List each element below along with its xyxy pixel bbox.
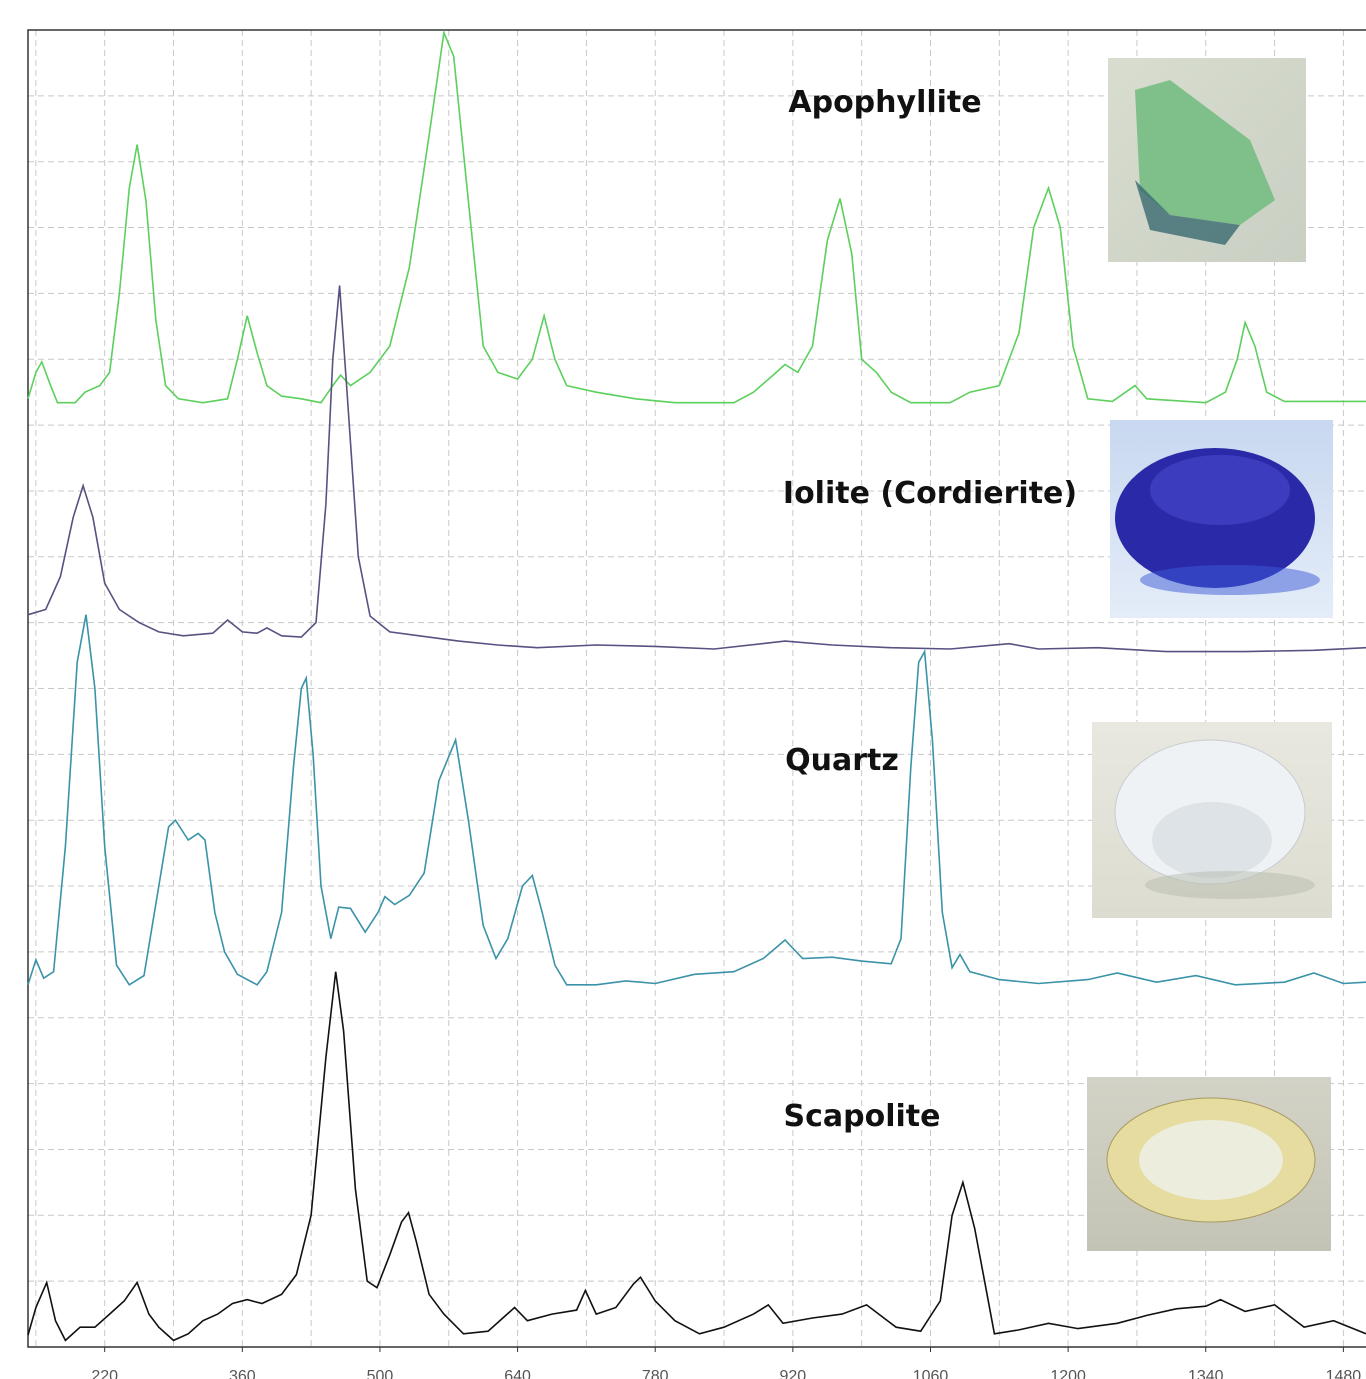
photo-apophyllite [1108,58,1306,262]
series-label: Apophyllite [788,85,981,120]
series-label: Scapolite [784,1099,941,1134]
x-tick-label: 1060 [913,1368,949,1379]
photo-iolite [1110,420,1333,618]
x-tick-label: 220 [91,1368,118,1379]
photo-scapolite [1087,1077,1331,1251]
x-tick-label: 640 [504,1368,531,1379]
x-tick-label: 1200 [1050,1368,1086,1379]
x-tick-label: 780 [642,1368,669,1379]
series-label: Quartz [785,743,899,778]
series-label: Iolite (Cordierite) [783,476,1077,511]
x-tick-label: 1480 [1326,1368,1362,1379]
chart: 220 360 500 640 780 920 1060 1200 1340 1480 Apophy… [0,0,1366,1379]
x-tick-label: 920 [780,1368,807,1379]
x-tick-label: 360 [229,1368,256,1379]
x-tick-label: 1340 [1188,1368,1224,1379]
photo-quartz [1092,722,1332,918]
x-tick-label: 500 [367,1368,394,1379]
